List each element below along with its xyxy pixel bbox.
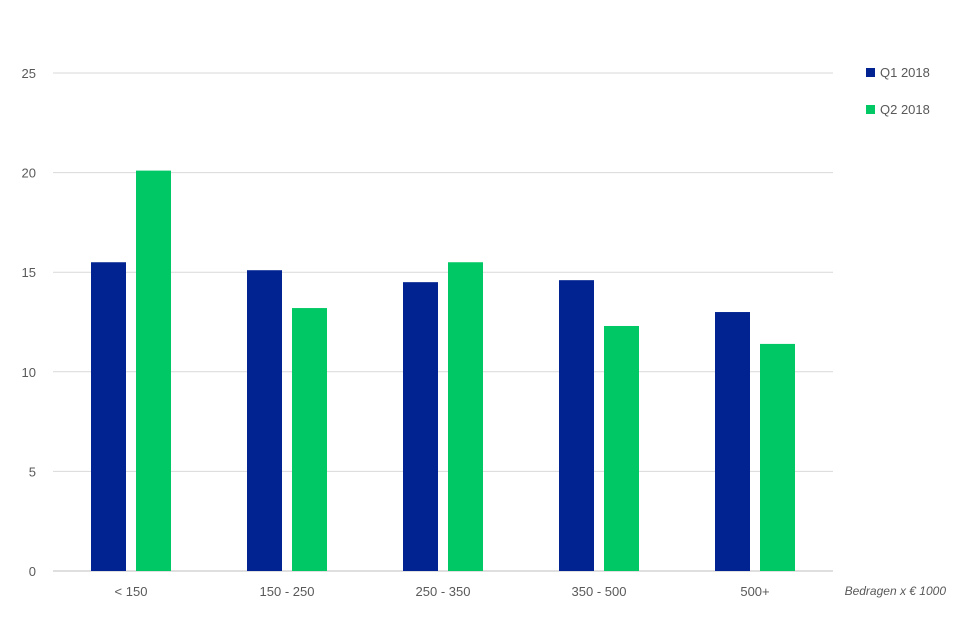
grid-layer xyxy=(53,72,833,572)
bar-q1-4 xyxy=(715,312,750,571)
bars-layer xyxy=(91,170,795,571)
x-tick-label: 150 - 250 xyxy=(260,584,315,599)
bar-q1-2 xyxy=(403,282,438,571)
x-tick-label: 350 - 500 xyxy=(572,584,627,599)
x-tick-label: 500+ xyxy=(740,584,769,599)
y-tick-label: 10 xyxy=(22,365,36,380)
y-axis-ticks: 0 5 10 15 20 25 xyxy=(22,66,36,579)
bar-q2-0 xyxy=(136,170,171,571)
y-tick-label: 15 xyxy=(22,265,36,280)
legend-swatch xyxy=(866,105,875,114)
x-axis-ticks: < 150 150 - 250 250 - 350 350 - 500 500+ xyxy=(115,584,770,599)
x-tick-label: < 150 xyxy=(115,584,148,599)
x-tick-label: 250 - 350 xyxy=(416,584,471,599)
x-axis-label: Bedragen x € 1000 xyxy=(845,584,947,598)
legend-label: Q1 2018 xyxy=(880,65,930,80)
bar-q2-2 xyxy=(448,262,483,571)
y-tick-label: 0 xyxy=(29,564,36,579)
bar-q1-1 xyxy=(247,270,282,571)
bar-q1-3 xyxy=(559,280,594,571)
bar-q2-3 xyxy=(604,325,639,571)
bar-q2-1 xyxy=(292,308,327,571)
legend: Q1 2018 Q2 2018 xyxy=(866,65,930,117)
legend-label: Q2 2018 xyxy=(880,102,930,117)
legend-swatch xyxy=(866,68,875,77)
y-tick-label: 25 xyxy=(22,66,36,81)
bar-q1-0 xyxy=(91,262,126,571)
bar-q2-4 xyxy=(760,343,795,571)
y-tick-label: 5 xyxy=(29,464,36,479)
y-tick-label: 20 xyxy=(22,166,36,181)
